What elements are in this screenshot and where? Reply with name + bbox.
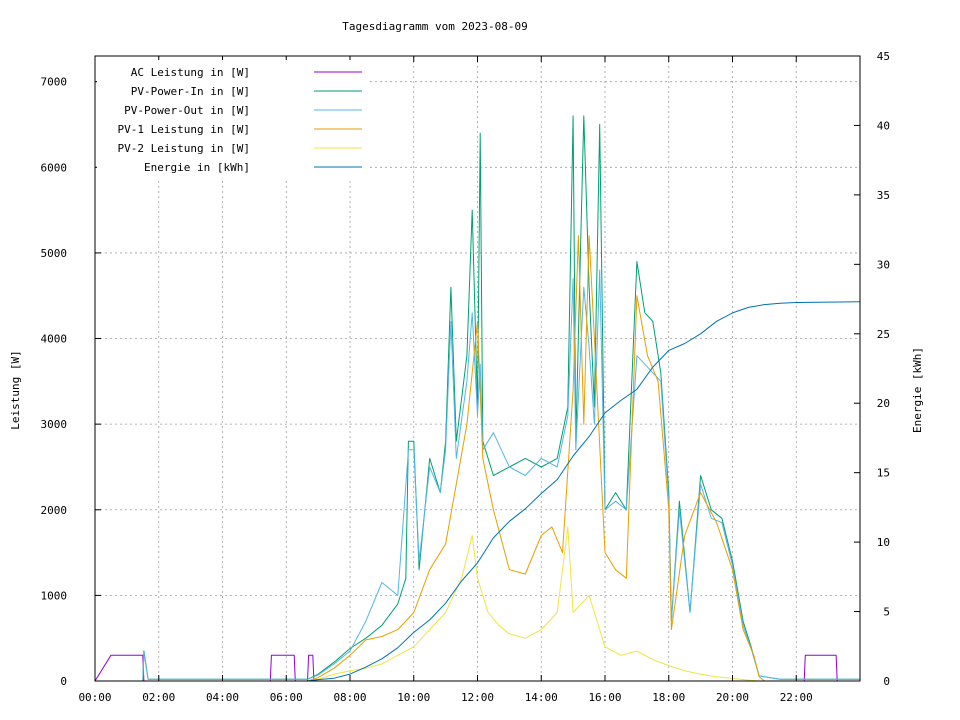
y2-tick-label: 20 (877, 397, 890, 410)
legend-background (97, 60, 367, 180)
legend: AC Leistung in [W] PV-Power-In in [W] PV-P… (97, 60, 367, 180)
y-axis-label: Leistung [W] (9, 350, 22, 429)
legend-label: PV-Power-Out in [W] (124, 104, 250, 117)
x-tick-label: 12:00 (461, 691, 494, 704)
series-line-pv-2-leistung-in-w (307, 526, 860, 682)
legend-label: PV-1 Leistung in [W] (118, 123, 250, 136)
y-tick-label: 5000 (41, 247, 68, 260)
series-line-pv-power-out-in-w (142, 269, 860, 682)
y2-tick-label: 5 (883, 606, 890, 619)
legend-label: Energie in [kWh] (144, 161, 250, 174)
y-tick-label: 0 (60, 675, 67, 688)
chart-title: Tagesdiagramm vom 2023-08-09 (342, 20, 527, 33)
x-tick-label: 04:00 (206, 691, 239, 704)
series-line-pv-1-leistung-in-w (307, 235, 860, 682)
legend-label: PV-2 Leistung in [W] (118, 142, 250, 155)
x-tick-label: 16:00 (588, 691, 621, 704)
x-tick-label: 06:00 (270, 691, 303, 704)
legend-label: AC Leistung in [W] (131, 66, 250, 79)
y-tick-label: 2000 (41, 504, 68, 517)
y2-axis-label: Energie [kWh] (911, 347, 924, 433)
x-tick-label: 22:00 (780, 691, 813, 704)
y2-tick-label: 30 (877, 258, 890, 271)
y-tick-label: 4000 (41, 333, 68, 346)
y2-tick-label: 40 (877, 119, 890, 132)
x-tick-label: 00:00 (78, 691, 111, 704)
y2-tick-label: 15 (877, 467, 890, 480)
y2-tick-label: 10 (877, 536, 890, 549)
legend-label: PV-Power-In in [W] (131, 85, 250, 98)
x-tick-label: 18:00 (652, 691, 685, 704)
series-line-energie-in-kwh (307, 301, 860, 682)
x-tick-label: 08:00 (333, 691, 366, 704)
y-tick-label: 7000 (41, 76, 68, 89)
y-tick-label: 1000 (41, 589, 68, 602)
x-tick-label: 14:00 (525, 691, 558, 704)
x-tick-label: 10:00 (397, 691, 430, 704)
y-tick-label: 3000 (41, 418, 68, 431)
y-tick-label: 6000 (41, 161, 68, 174)
series-line-pv-power-in-in-w (142, 115, 860, 682)
y2-tick-label: 25 (877, 328, 890, 341)
x-tick-label: 20:00 (716, 691, 749, 704)
x-tick-label: 02:00 (142, 691, 175, 704)
y2-tick-label: 35 (877, 189, 890, 202)
axes: 00:00 02:00 04:00 06:00 08:00 10:00 12:00 14:00… (41, 50, 891, 704)
y2-tick-label: 0 (883, 675, 890, 688)
y2-tick-label: 45 (877, 50, 890, 63)
